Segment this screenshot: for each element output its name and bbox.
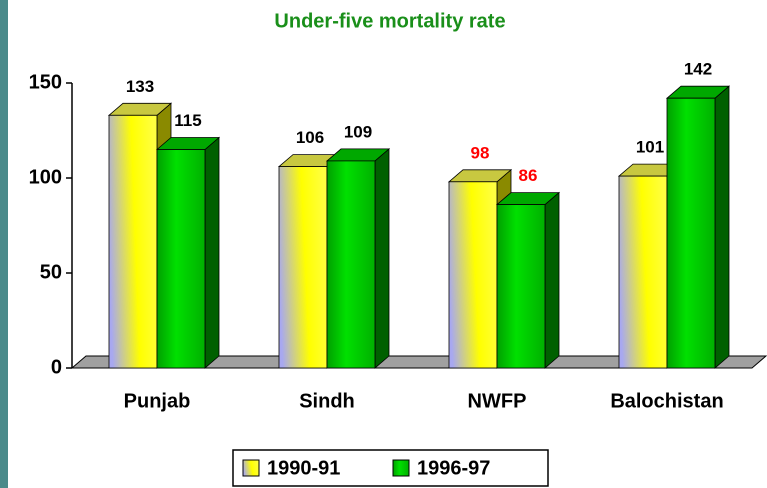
legend (232, 449, 549, 487)
side-strip (0, 0, 8, 488)
bar-side (544, 191, 560, 369)
bar-side (374, 148, 390, 369)
bar (278, 166, 328, 369)
bar (156, 149, 206, 369)
y-tick-label: 0 (51, 356, 62, 378)
data-label: 101 (636, 138, 664, 157)
y-tick-label: 50 (40, 261, 62, 283)
data-label: 133 (126, 77, 154, 96)
x-tick-label: Sindh (299, 390, 355, 412)
bar (326, 160, 376, 369)
bar (666, 97, 716, 369)
data-label: 109 (344, 122, 372, 141)
x-tick-label: NWFP (468, 390, 527, 412)
y-tick-label: 100 (29, 166, 62, 188)
y-tick-label: 150 (29, 71, 62, 93)
data-label: 86 (519, 166, 538, 185)
bar (108, 114, 158, 369)
data-label: 98 (471, 143, 490, 162)
data-label: 115 (174, 111, 201, 130)
legend-label: 1990-91 (267, 457, 340, 479)
data-label: 142 (684, 60, 712, 79)
x-tick-label: Balochistan (610, 390, 723, 412)
bar-side (204, 136, 220, 369)
legend-swatch (392, 459, 410, 477)
x-tick-label: Punjab (124, 390, 191, 412)
legend-label: 1996-97 (417, 457, 490, 479)
legend-swatch (242, 459, 260, 477)
bar-side (714, 85, 730, 369)
bar (618, 175, 668, 369)
chart-title: Under-five mortality rate (274, 10, 505, 32)
bar (496, 204, 546, 369)
bar (448, 181, 498, 369)
data-label: 106 (296, 128, 324, 147)
